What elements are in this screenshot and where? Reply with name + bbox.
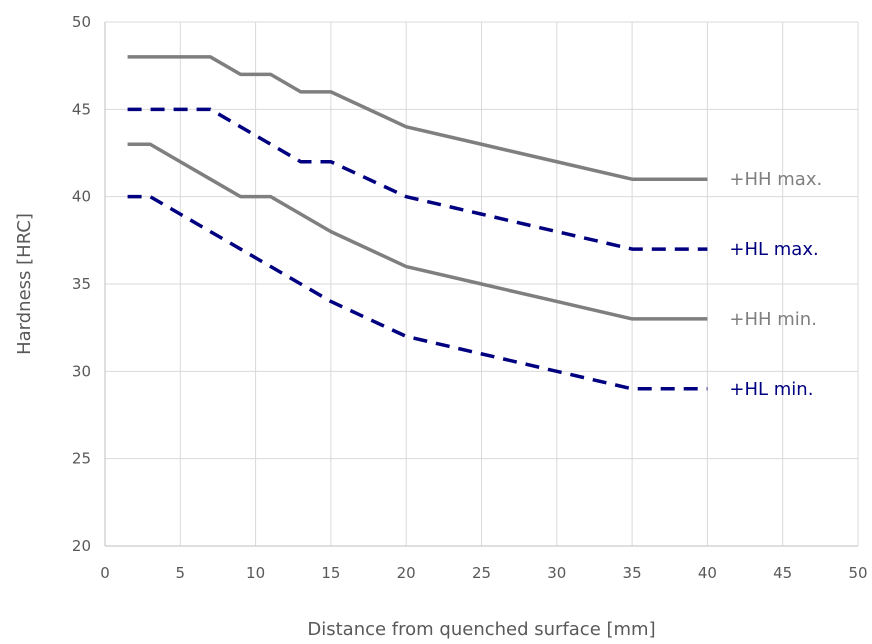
series-label: +HH max. <box>729 169 822 190</box>
x-tick-labels: 0 5 10 15 20 25 30 35 40 45 50 <box>100 564 867 582</box>
y-tick-label: 50 <box>72 13 91 31</box>
x-tick-label: 25 <box>472 564 491 582</box>
y-tick-label: 30 <box>72 362 91 380</box>
x-tick-label: 20 <box>397 564 416 582</box>
series-line <box>127 107 708 251</box>
series-label: +HH min. <box>729 309 817 330</box>
x-tick-label: 5 <box>176 564 186 582</box>
series-label: +HL min. <box>729 379 813 400</box>
gridlines <box>105 21 859 547</box>
x-tick-label: 0 <box>100 564 110 582</box>
x-axis-title: Distance from quenched surface [mm] <box>307 619 655 640</box>
series-line <box>127 194 708 391</box>
y-axis-title: Hardness [HRC] <box>14 213 35 355</box>
y-tick-label: 40 <box>72 188 91 206</box>
y-tick-label: 45 <box>72 100 91 118</box>
x-tick-label: 10 <box>246 564 265 582</box>
y-tick-labels: 20 25 30 35 40 45 50 <box>72 13 91 555</box>
x-tick-label: 30 <box>547 564 566 582</box>
axes <box>104 22 858 547</box>
series-label: +HL max. <box>729 239 818 260</box>
y-tick-label: 25 <box>72 450 91 468</box>
series-line <box>127 142 708 321</box>
x-tick-label: 40 <box>698 564 717 582</box>
y-tick-label: 35 <box>72 275 91 293</box>
series-lines <box>127 55 708 391</box>
x-tick-label: 45 <box>773 564 792 582</box>
x-tick-label: 15 <box>321 564 340 582</box>
x-tick-label: 50 <box>848 564 867 582</box>
series-line <box>127 55 708 181</box>
y-tick-label: 20 <box>72 537 91 555</box>
x-tick-label: 35 <box>623 564 642 582</box>
series-labels: +HH max. +HL max. +HH min. +HL min. <box>729 169 822 400</box>
